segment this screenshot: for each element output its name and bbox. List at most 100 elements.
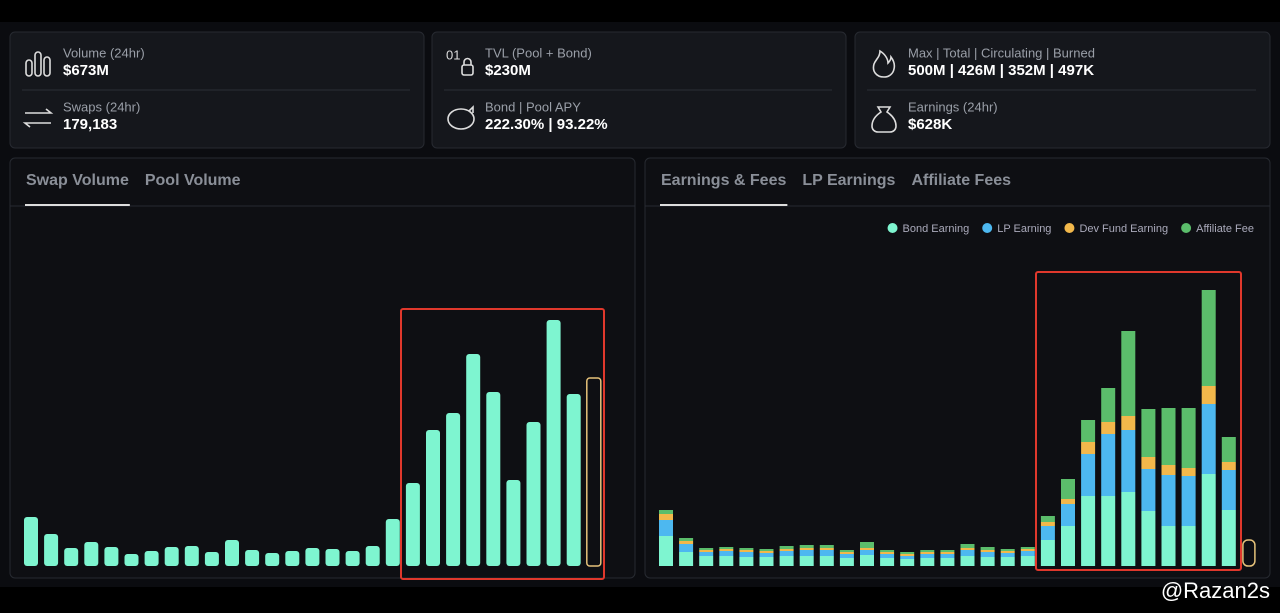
bar-segment (779, 546, 794, 549)
stat-label: Volume (24hr) (63, 45, 145, 60)
bar-segment (860, 548, 874, 550)
bar-segment (920, 550, 935, 552)
bar (305, 548, 320, 566)
bar-segment (779, 551, 794, 556)
bar-segment (819, 556, 834, 566)
icon: 01 (446, 47, 474, 76)
bar (104, 547, 119, 566)
bar (184, 546, 199, 566)
stat-value: 500M | 426M | 352M | 497K (908, 62, 1094, 79)
icon (22, 108, 54, 128)
bar (265, 553, 280, 566)
bar-segment (940, 554, 955, 558)
bar (526, 422, 541, 566)
bar-segment (1141, 469, 1156, 511)
tab[interactable]: Affiliate Fees (911, 172, 1011, 189)
bar-segment (1061, 526, 1075, 566)
bar-segment (1121, 416, 1136, 430)
bar-segment (719, 551, 734, 556)
bar-segment (880, 550, 895, 552)
bar-segment (860, 555, 874, 566)
bar-segment (699, 556, 714, 566)
bar-segment (1081, 496, 1096, 566)
legend-swatch (1064, 223, 1075, 233)
tab[interactable]: Swap Volume (26, 172, 129, 189)
bar-segment (1221, 510, 1236, 566)
bar-segment (980, 552, 995, 557)
bar-segment (920, 554, 935, 558)
stat-label: Earnings (24hr) (908, 99, 998, 114)
bar-segment (1000, 557, 1015, 566)
tab-underline (660, 204, 788, 206)
bar-segment (1161, 408, 1176, 465)
bar-segment (1061, 479, 1075, 499)
bar-segment (719, 547, 734, 549)
icon (25, 51, 51, 77)
bar-segment (759, 551, 774, 553)
bar-segment (1221, 470, 1236, 510)
bar-segment (799, 550, 814, 556)
bar (24, 517, 38, 566)
bar-segment (1061, 504, 1075, 526)
bar (84, 542, 99, 566)
bar-segment (679, 552, 694, 566)
icon (871, 106, 897, 133)
stat-label: Max | Total | Circulating | Burned (908, 45, 1095, 60)
bar-segment (1040, 516, 1055, 522)
bar-segment (1121, 430, 1136, 492)
bar-segment (659, 514, 673, 520)
bar-segment (799, 545, 814, 548)
bar-segment (860, 542, 874, 548)
stat-value: $673M (63, 62, 109, 79)
bar-segment (1141, 511, 1156, 566)
tab[interactable]: LP Earnings (802, 172, 895, 189)
bar (225, 540, 239, 566)
bar-segment (940, 550, 955, 552)
bar (506, 480, 521, 566)
bar-segment (900, 556, 915, 559)
bar-segment (839, 550, 854, 552)
bar (164, 547, 179, 566)
legend-swatch (887, 223, 898, 233)
bar-segment (819, 545, 834, 548)
bar-segment (960, 544, 975, 548)
stat-value: $628K (908, 116, 952, 133)
bar-segment (1040, 522, 1055, 526)
bar-segment (960, 550, 975, 556)
watermark: @Razan2s (1161, 578, 1270, 603)
bar (426, 430, 440, 566)
bar-segment (659, 536, 673, 566)
bar-segment (1161, 526, 1176, 566)
bar-segment (920, 558, 935, 566)
bar-segment (1061, 499, 1075, 504)
tab[interactable]: Pool Volume (145, 172, 241, 189)
bar-segment (839, 558, 854, 566)
bar-segment (1121, 492, 1136, 566)
svg-text:01: 01 (446, 47, 460, 62)
bar-segment (940, 552, 955, 554)
stat-label: TVL (Pool + Bond) (485, 45, 592, 60)
bar-segment (920, 552, 935, 554)
bar-segment (1141, 409, 1156, 457)
bar-segment (1201, 404, 1216, 474)
bar-segment (759, 557, 774, 566)
tab[interactable]: Earnings & Fees (661, 172, 786, 189)
bar-segment (980, 550, 995, 552)
tab-underline (25, 204, 130, 206)
bar-segment (1101, 496, 1116, 566)
bar-segment (1161, 465, 1176, 475)
bar-segment (699, 548, 714, 550)
icon (872, 49, 896, 78)
bar-segment (880, 558, 895, 566)
bar-segment (779, 556, 794, 566)
panel (9, 157, 636, 579)
legend-swatch (1181, 223, 1192, 233)
legend-label: Affiliate Fee (1196, 223, 1254, 235)
bar-segment (1121, 331, 1136, 416)
bar (566, 394, 581, 566)
bar-segment (1040, 526, 1055, 540)
bar-segment (1020, 556, 1035, 566)
bar-segment (1181, 468, 1196, 476)
bar-segment (1181, 526, 1196, 566)
